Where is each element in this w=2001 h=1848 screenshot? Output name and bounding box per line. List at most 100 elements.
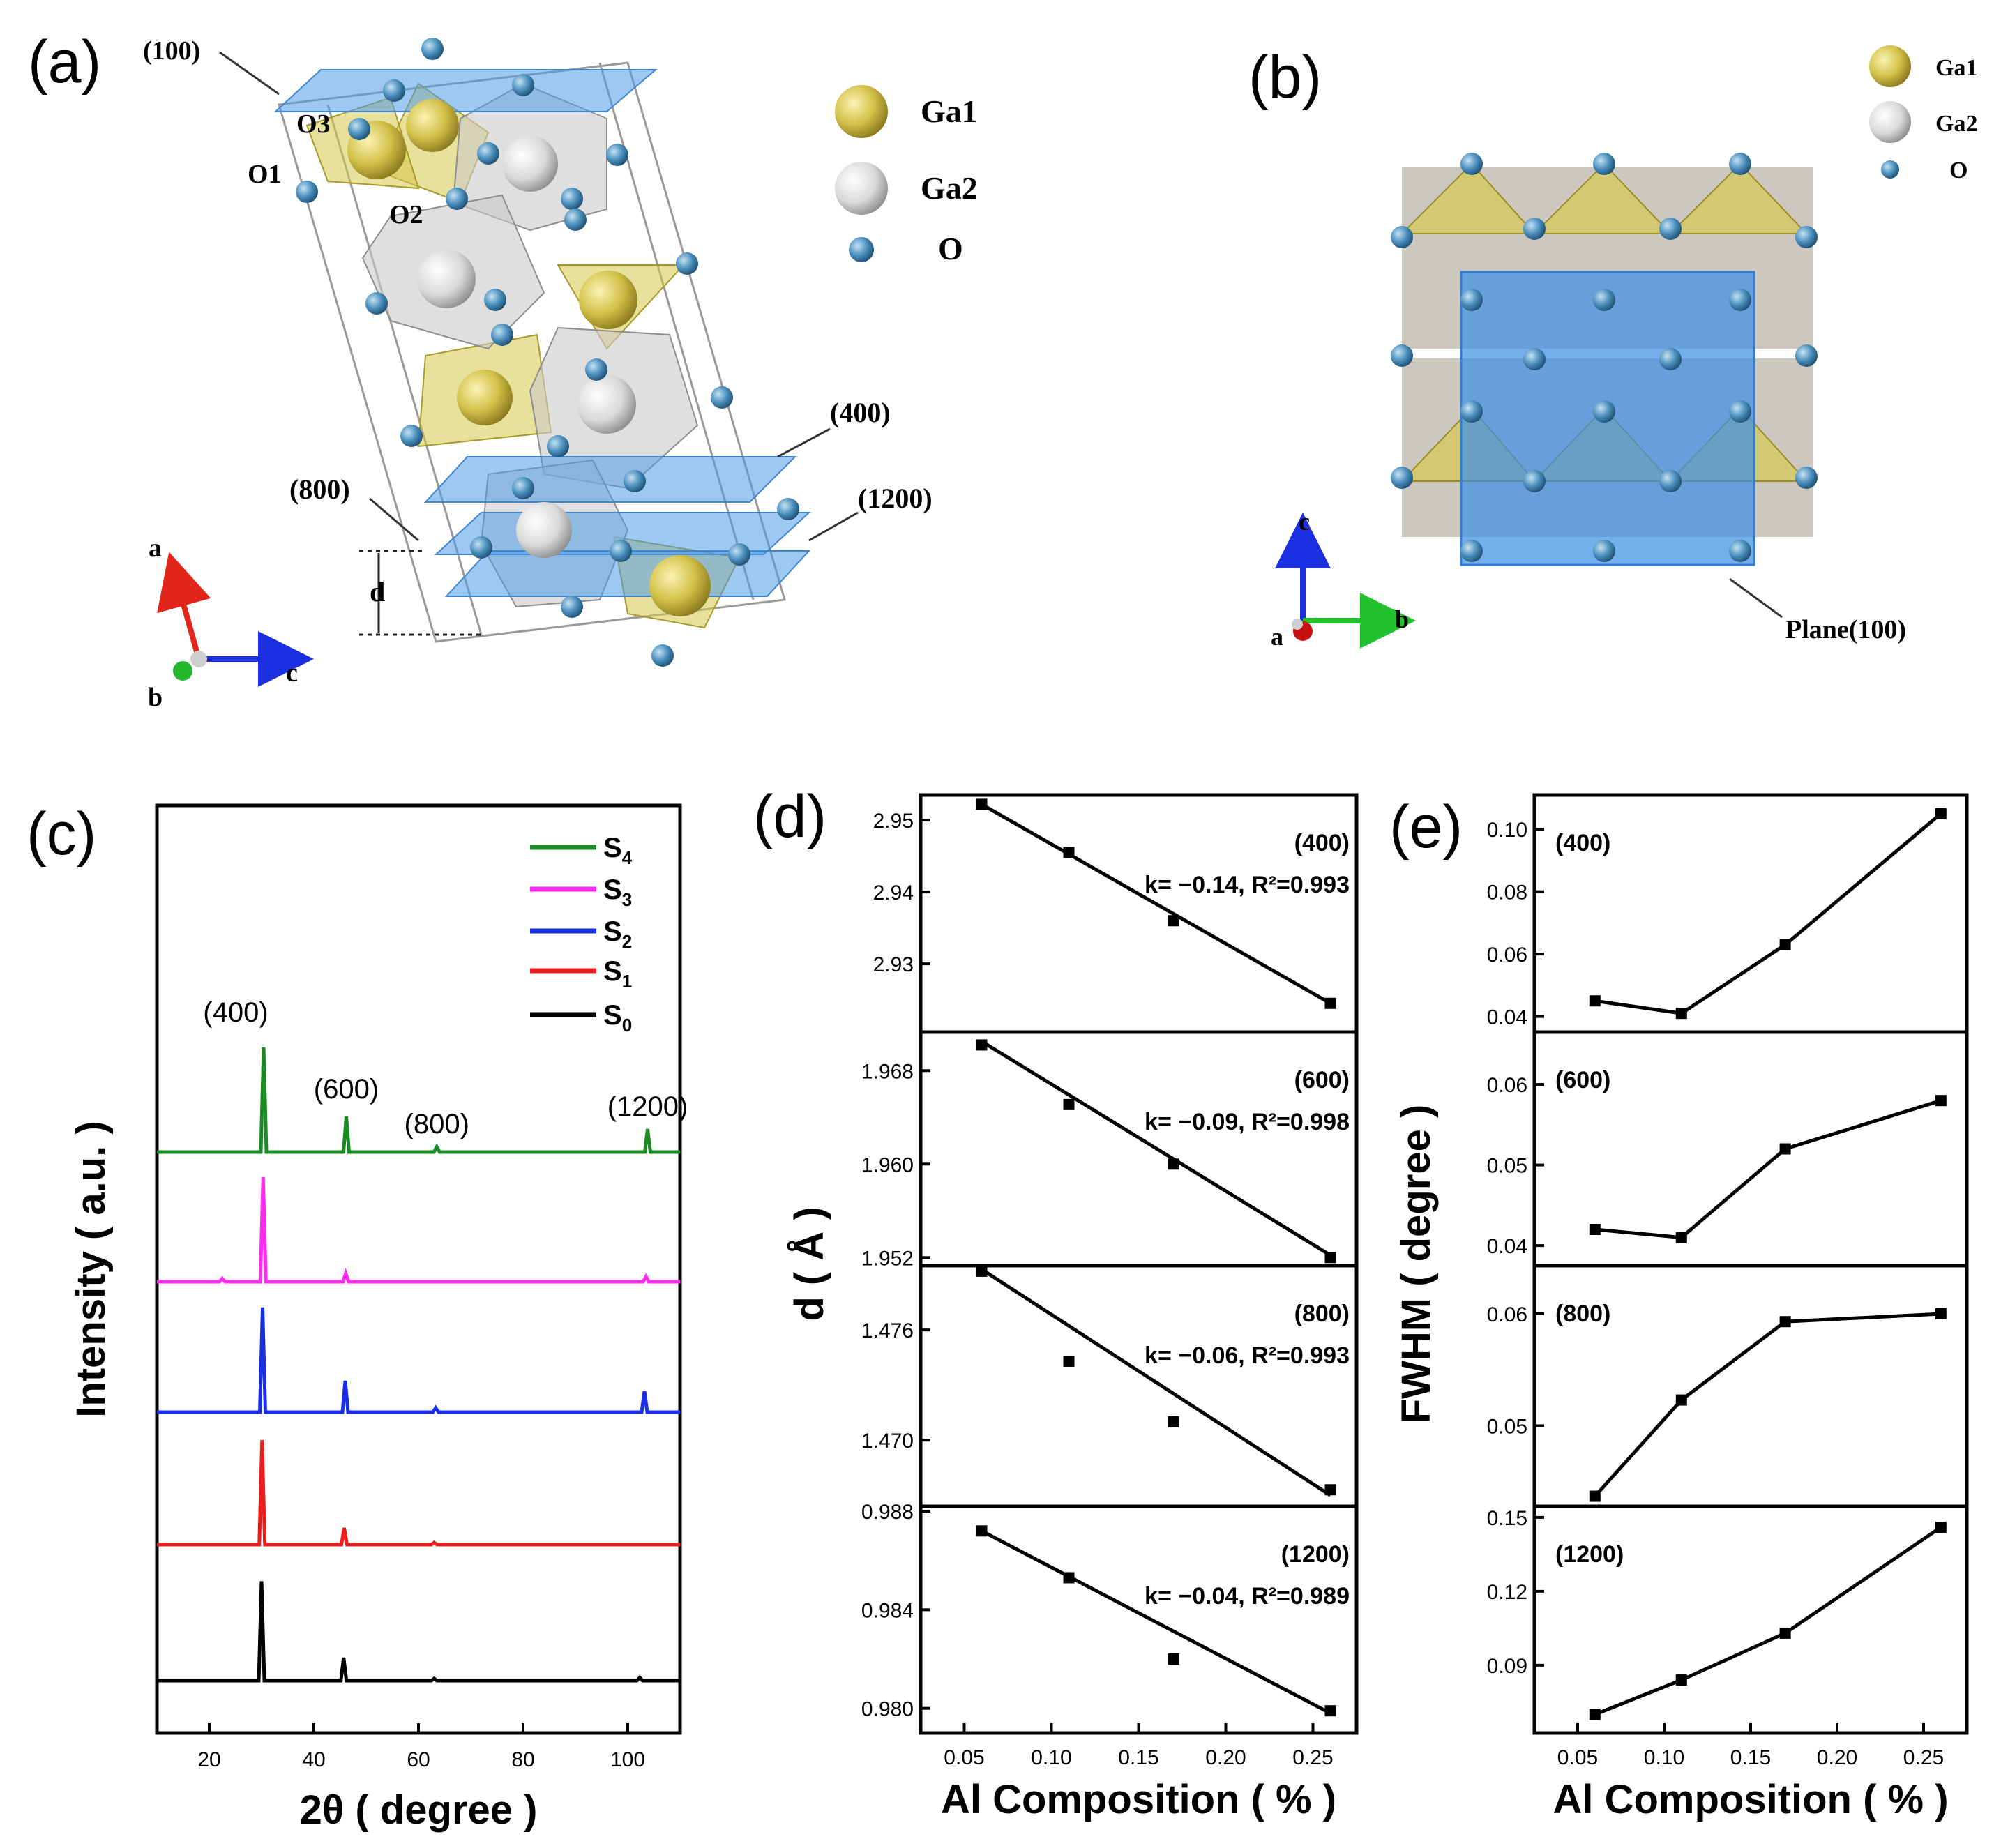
subplot-label-chartD: (1200) <box>1281 1541 1350 1568</box>
chart-c-xrd: 20 40 60 80 100 2θ ( degree ) Intensity ( a.u.… <box>68 803 688 1833</box>
x-axis-label-c: 2θ ( degree ) <box>300 1787 538 1833</box>
axis-a-label: a <box>149 533 162 563</box>
legend-b-ga1-swatch <box>1869 45 1911 87</box>
data-point-chartD <box>976 1265 988 1277</box>
x-tick-label-chartE: 0.15 <box>1730 1746 1771 1769</box>
data-point-chartE <box>1589 995 1601 1007</box>
y-tick-label-chartD: 1.968 <box>861 1060 914 1083</box>
data-point-chartE <box>1675 1008 1687 1020</box>
subplot-label-chartE: (800) <box>1555 1301 1610 1327</box>
axis-c-label: c <box>286 658 298 688</box>
y-tick-label-chartE: 0.08 <box>1487 881 1527 904</box>
ga2-atoms <box>417 136 636 558</box>
y-tick-label-chartE: 0.04 <box>1487 1235 1527 1258</box>
legend-panel-a: Ga1 Ga2 O <box>835 85 978 266</box>
subplot-frame-chartD <box>919 1504 1359 1735</box>
legend-ga1-swatch <box>835 85 888 138</box>
plane-100-label-b: Plane(100) <box>1785 615 1906 644</box>
y-tick-label-chartE: 0.05 <box>1487 1415 1527 1438</box>
data-point-chartE <box>1935 808 1947 819</box>
y-axis-label-chartE: FWHM ( degree ) <box>1394 1105 1439 1424</box>
fit-annotation-chartD: k= −0.04, R²=0.989 <box>1145 1583 1350 1610</box>
y-tick-label-chartD: 2.93 <box>873 953 914 976</box>
y-tick-label-chartE: 0.12 <box>1487 1581 1527 1604</box>
axis-triad-a: a b c <box>148 533 314 712</box>
fit-annotation-chartD: k= −0.06, R²=0.993 <box>1145 1342 1350 1369</box>
y-tick-label-chartE: 0.15 <box>1487 1507 1527 1530</box>
y-tick-label-chartD: 2.95 <box>873 810 914 833</box>
x-tick-label-chartE: 0.05 <box>1557 1746 1598 1769</box>
fit-line-chartD <box>981 1040 1331 1257</box>
chart-e-fwhm: 0.04 0.06 0.08 0.10 (400) 0.04 0.05 0.06 (600) 0.… <box>1394 793 1969 1822</box>
y-axis-label-chartD: d ( Å ) <box>787 1206 832 1321</box>
axis-c-label-b: c <box>1299 508 1310 536</box>
y-tick-label-chartD: 1.470 <box>861 1430 914 1453</box>
x-tick-label-c: 80 <box>511 1748 534 1771</box>
o1-label: O1 <box>248 160 282 189</box>
y-tick-label-chartE: 0.04 <box>1487 1006 1527 1029</box>
y-tick-label-chartE: 0.06 <box>1487 944 1527 967</box>
x-tick-label-chartD: 0.10 <box>1031 1746 1071 1769</box>
x-tick-label-chartE: 0.25 <box>1903 1746 1944 1769</box>
y-tick-label-chartD: 2.94 <box>873 881 914 904</box>
x-axis-label-chartE: Al Composition ( % ) <box>1553 1777 1948 1822</box>
legend-b-ga2-swatch <box>1869 101 1911 143</box>
series-line-chartE <box>1593 1312 1941 1498</box>
fit-annotation-chartD: k= −0.09, R²=0.998 <box>1145 1109 1350 1135</box>
data-point-chartE <box>1675 1394 1687 1406</box>
legend-b-o-label: O <box>1949 158 1968 183</box>
subplot-label-chartE: (600) <box>1555 1067 1610 1093</box>
y-tick-label-chartD: 0.988 <box>861 1501 914 1524</box>
panel-label-b: (b) <box>1248 44 1322 111</box>
crystal-projection-panel-b: Plane(100) c b a Ga1 Ga2 O <box>1271 45 1977 651</box>
series-line-chartE <box>1594 812 1942 1015</box>
d-spacing-marker: d <box>359 550 481 636</box>
x-tick-label-c: 60 <box>407 1748 430 1771</box>
data-point-chartD <box>1324 1252 1336 1264</box>
plot-frame-c <box>155 803 682 1735</box>
y-tick-label-chartD: 1.960 <box>861 1153 914 1176</box>
chart-d-d-spacing: 2.93 2.94 2.95 (400) k= −0.14, R²=0.993 1.952… <box>787 793 1359 1822</box>
y-tick-label-chartE: 0.10 <box>1487 819 1527 842</box>
series-line-S0 <box>157 1581 680 1683</box>
plane-label-1200: (1200) <box>858 483 932 514</box>
x-tick-label-chartD: 0.20 <box>1205 1746 1246 1769</box>
o3-label: O3 <box>296 109 331 139</box>
series-line-chartE <box>1594 1525 1942 1716</box>
x-tick-label-chartD: 0.25 <box>1292 1746 1333 1769</box>
legend-ga2-label: Ga2 <box>921 170 978 206</box>
data-point-chartD <box>1324 1484 1336 1496</box>
legend-b-o-swatch <box>1881 160 1899 179</box>
data-point-chartD <box>1063 847 1075 858</box>
data-point-chartE <box>1589 1709 1601 1720</box>
subplot-label-chartD: (400) <box>1294 830 1350 856</box>
data-point-chartE <box>1779 1627 1791 1639</box>
y-axis-label-c: Intensity ( a.u. ) <box>68 1121 114 1417</box>
subplot-label-chartD: (600) <box>1294 1067 1350 1093</box>
data-point-chartE <box>1675 1232 1687 1243</box>
legend-b-ga2-label: Ga2 <box>1935 111 1977 137</box>
subplot-label-chartD: (800) <box>1294 1301 1350 1327</box>
x-tick-label-c: 40 <box>302 1748 325 1771</box>
fit-line-chartD <box>981 1529 1331 1715</box>
subplot-label-chartE: (400) <box>1555 830 1610 856</box>
data-point-chartD <box>1324 1705 1336 1717</box>
data-point-chartD <box>1168 1416 1179 1427</box>
peak-label-c: (800) <box>405 1109 469 1139</box>
y-tick-label-chartD: 1.476 <box>861 1319 914 1342</box>
y-tick-label-chartD: 0.980 <box>861 1698 914 1721</box>
crystal-structure-panel-a: (100) (400) (800) (1200) O1 O2 O3 d a b … <box>143 36 978 712</box>
y-tick-label-chartE: 0.06 <box>1487 1303 1527 1326</box>
o-atoms-projection <box>1391 153 1818 562</box>
plane-100 <box>273 69 658 112</box>
data-point-chartE <box>1779 1143 1791 1155</box>
x-tick-label-chartE: 0.20 <box>1817 1746 1857 1769</box>
axis-b-label-b: b <box>1395 605 1409 633</box>
legend-o-swatch <box>849 237 874 262</box>
data-point-chartD <box>976 798 988 810</box>
fit-line-chartD <box>981 1268 1331 1497</box>
axis-b-label: b <box>148 683 163 712</box>
y-tick-label-chartE: 0.09 <box>1487 1655 1527 1678</box>
o-atoms <box>296 38 799 667</box>
